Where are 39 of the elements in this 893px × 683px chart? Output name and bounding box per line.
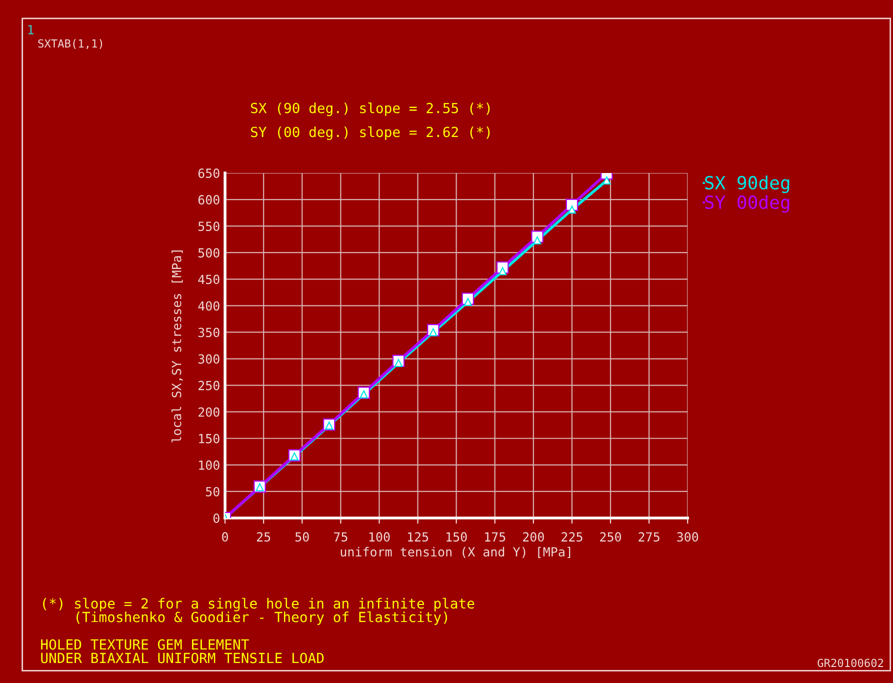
x-axis-title: uniform tension (X and Y) [MPa] — [340, 546, 570, 558]
x-tick-label: 125 — [408, 532, 428, 542]
y-tick-label: 600 — [198, 195, 220, 204]
y-tick-label: 450 — [198, 274, 220, 284]
x-tick-label: 25 — [256, 532, 270, 542]
x-tick-label: 175 — [485, 532, 506, 542]
point — [602, 176, 611, 184]
y-tick-label: 300 — [198, 354, 220, 364]
y-tick-label: 50 — [206, 486, 220, 496]
x-tick-label: 225 — [562, 532, 582, 542]
x-tick-label: 250 — [600, 532, 621, 542]
x-tick-label: 50 — [295, 532, 309, 542]
x-tick-label: 75 — [334, 532, 348, 542]
text: GR20100602 — [818, 658, 884, 668]
text: 1 — [28, 25, 34, 34]
legend-label: SY 00deg — [705, 195, 790, 213]
y-axis-title: local SX,SY stresses [MPa] — [172, 250, 183, 442]
y-tick-label: 500 — [198, 248, 220, 258]
y-tick-label: 250 — [198, 380, 220, 390]
x-tick-label: 300 — [677, 532, 698, 542]
y-tick-label: 550 — [198, 222, 220, 232]
x-tick-label: 0 — [222, 532, 228, 542]
x-tick-label: 275 — [638, 532, 660, 542]
text: (*) slope = 2 for a single hole in an infinite plate (Timoshenko & Goodier - Theory of Elasticity) — [43, 598, 474, 625]
text: SY (00 deg.) slope = 2.62 (*) — [250, 126, 490, 140]
x-tick-label: 150 — [446, 532, 467, 542]
text: HOLED TEXTURE GEM ELEMENT UNDER BIAXIAL UNIFORM TENSILE LOAD — [41, 639, 324, 664]
y-tick-label: 350 — [198, 328, 220, 338]
x-tick-label: 200 — [523, 532, 544, 542]
y-tick-label: 100 — [199, 460, 220, 470]
x-tick-label: 100 — [369, 532, 390, 542]
text: SX (90 deg.) slope = 2.55 (*) — [250, 102, 490, 116]
y-tick-label: 150 — [199, 434, 220, 444]
y-tick-label: 200 — [198, 407, 220, 417]
text: SXTAB(1,1) — [38, 39, 102, 50]
y-tick-label: 400 — [198, 301, 220, 311]
legend-label: SX 90deg — [705, 176, 790, 194]
y-tick-label: 0 — [213, 513, 220, 523]
y-tick-label: 650 — [198, 168, 220, 178]
